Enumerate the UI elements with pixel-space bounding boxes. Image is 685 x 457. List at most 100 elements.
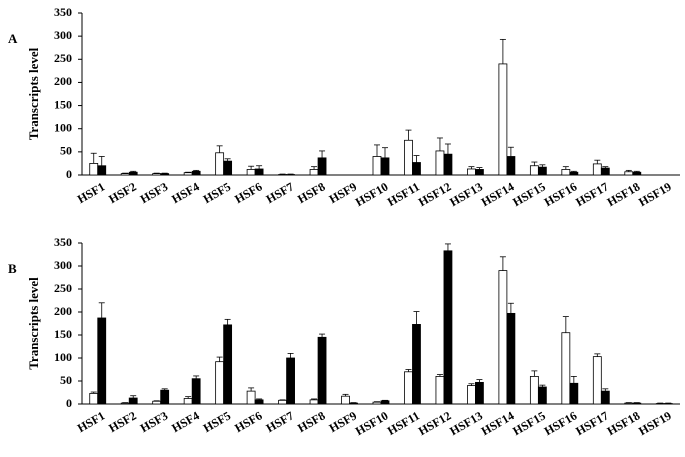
x-tick-label: HSF3 [138, 408, 170, 435]
bar [435, 375, 445, 405]
bar [592, 356, 602, 405]
bar [215, 152, 225, 176]
y-tick-label: 250 [54, 281, 72, 295]
bar [380, 400, 390, 405]
bar [317, 336, 327, 405]
bar [467, 168, 476, 176]
bar [349, 402, 358, 405]
x-tick-label: HSF13 [447, 179, 485, 209]
y-tick-label: 50 [60, 144, 72, 158]
y-tick-label: 150 [54, 327, 72, 341]
bar [286, 357, 295, 405]
x-tick-label: HSF8 [295, 408, 327, 435]
bar [223, 324, 233, 405]
bar [372, 156, 382, 176]
x-tick-label: HSF12 [416, 408, 454, 438]
bar [191, 170, 201, 176]
bar [223, 160, 233, 176]
bar [152, 173, 162, 176]
bar [309, 169, 319, 176]
y-tick-label: 0 [66, 396, 72, 410]
bar [404, 371, 413, 405]
bar [404, 139, 413, 176]
bar [309, 399, 319, 405]
bar [215, 361, 225, 405]
bar [128, 171, 138, 176]
x-tick-label: HSF2 [106, 179, 138, 206]
x-tick-label: HSF17 [573, 408, 611, 438]
y-tick-label: 250 [54, 51, 72, 65]
bar [372, 401, 382, 405]
y-axis-label: Transcripts level [26, 277, 41, 370]
x-tick-label: HSF12 [416, 179, 454, 209]
y-tick-label: 100 [54, 350, 72, 364]
x-tick-label: HSF18 [605, 408, 643, 438]
bar [317, 157, 327, 176]
x-tick-label: HSF5 [201, 179, 233, 206]
x-tick-label: HSF11 [385, 408, 422, 437]
bar [443, 153, 453, 176]
bar [443, 250, 453, 405]
x-tick-label: HSF5 [201, 408, 233, 435]
bar [506, 156, 516, 176]
y-tick-label: 100 [54, 120, 72, 134]
y-tick-label: 300 [54, 258, 72, 272]
panel-label: A [8, 31, 18, 46]
bar [152, 400, 162, 405]
bar [600, 390, 610, 405]
y-tick-label: 0 [66, 167, 72, 181]
x-tick-label: HSF15 [510, 179, 548, 209]
bar [529, 375, 539, 405]
x-tick-label: HSF4 [169, 179, 201, 206]
bar [600, 167, 610, 176]
x-tick-label: HSF16 [542, 408, 580, 438]
bar [475, 381, 484, 405]
bar [537, 166, 547, 176]
bar [254, 168, 264, 176]
bar [278, 399, 287, 405]
bar [380, 157, 390, 176]
y-tick-label: 200 [54, 74, 72, 88]
x-tick-label: HSF6 [232, 179, 264, 206]
x-tick-label: HSF18 [605, 179, 643, 209]
bar [498, 270, 508, 405]
x-tick-label: HSF14 [479, 179, 517, 209]
x-tick-label: HSF11 [385, 179, 422, 208]
y-tick-label: 150 [54, 97, 72, 111]
x-tick-label: HSF14 [479, 408, 517, 438]
bar [97, 165, 107, 176]
panel-label: B [8, 261, 17, 276]
bar [120, 402, 130, 405]
x-tick-label: HSF1 [75, 408, 107, 435]
x-tick-label: HSF7 [264, 179, 296, 206]
bar [498, 63, 508, 176]
bar [89, 393, 99, 405]
bar [569, 171, 579, 176]
bar [160, 173, 170, 176]
bar [624, 171, 634, 176]
bar [506, 312, 516, 405]
bar [97, 317, 107, 405]
bar [246, 169, 256, 176]
bar [246, 390, 256, 405]
bar [569, 382, 579, 405]
bar [412, 324, 421, 405]
bar [341, 395, 350, 405]
x-tick-label: HSF9 [327, 408, 359, 435]
bar [475, 169, 484, 176]
x-tick-label: HSF19 [636, 408, 674, 438]
y-tick-label: 350 [54, 5, 72, 19]
bar [624, 402, 634, 405]
bar [435, 150, 445, 176]
bar [529, 165, 539, 176]
x-tick-label: HSF4 [169, 408, 201, 435]
x-tick-label: HSF6 [232, 408, 264, 435]
bar [254, 399, 264, 405]
x-tick-label: HSF19 [636, 179, 674, 209]
bar [561, 332, 571, 405]
x-tick-label: HSF9 [327, 179, 359, 206]
bar [191, 378, 201, 405]
x-tick-label: HSF10 [353, 408, 391, 438]
x-tick-label: HSF3 [138, 179, 170, 206]
